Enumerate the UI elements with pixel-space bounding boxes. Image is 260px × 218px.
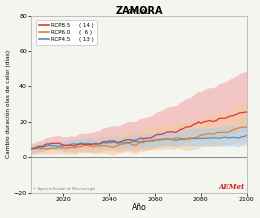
Title: ZAMORA: ZAMORA (115, 5, 162, 15)
Text: AEMet: AEMet (218, 183, 244, 191)
Text: ANUAL: ANUAL (127, 9, 151, 15)
Text: © Agencia Estatal de Meteorología: © Agencia Estatal de Meteorología (33, 187, 95, 191)
Legend: RCP8.5     ( 14 ), RCP6.0     (  6 ), RCP4.5     ( 13 ): RCP8.5 ( 14 ), RCP6.0 ( 6 ), RCP4.5 ( 13… (36, 20, 96, 44)
X-axis label: Año: Año (132, 203, 146, 213)
Y-axis label: Cambio duración olas de calor (días): Cambio duración olas de calor (días) (5, 50, 11, 158)
